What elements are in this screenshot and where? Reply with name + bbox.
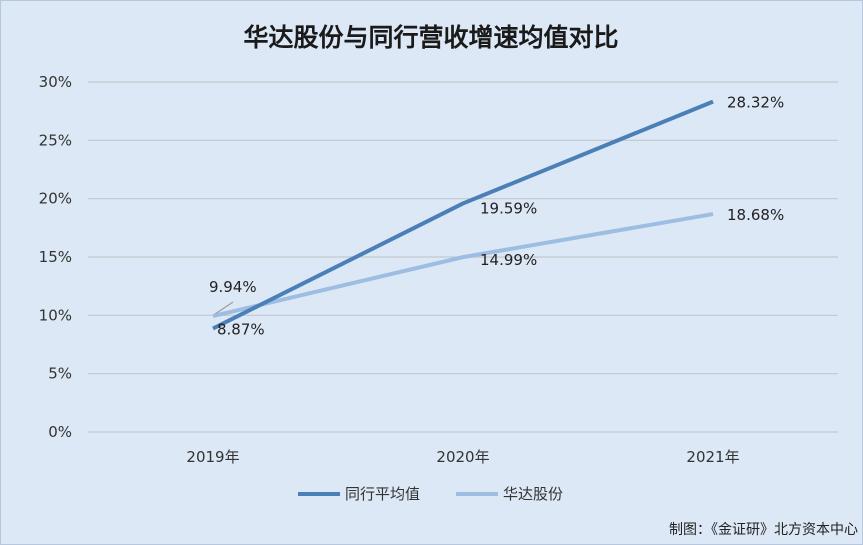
data-labels: 8.87% 19.59% 28.32% 9.94% 14.99% 18.68% [209,94,784,339]
leader-line [214,301,234,315]
x-tick-label: 2019年 [186,448,239,466]
x-tick-label: 2021年 [686,448,739,466]
y-axis-ticks: 0% 5% 10% 15% 20% 25% 30% [39,73,72,441]
x-tick-label: 2020年 [436,448,489,466]
data-label: 14.99% [480,251,537,269]
y-tick-label: 25% [39,131,72,149]
data-label: 8.87% [217,321,265,339]
gridlines [88,81,838,433]
series-lines [212,99,714,331]
data-label: 18.68% [727,206,784,224]
chart-title: 华达股份与同行营收增速均值对比 [243,23,618,52]
data-label: 28.32% [727,94,784,112]
legend-label: 同行平均值 [345,485,420,503]
y-tick-label: 10% [39,306,72,324]
series-line [212,212,714,318]
data-label: 9.94% [209,278,257,296]
data-label: 19.59% [480,199,537,217]
y-tick-label: 15% [39,248,72,266]
source-note: 制图：《金证研》北方资本中心 [669,522,858,538]
legend: 同行平均值 华达股份 [298,485,563,503]
y-tick-label: 20% [39,190,72,208]
y-tick-label: 5% [48,365,72,383]
y-tick-label: 0% [48,423,72,441]
y-tick-label: 30% [39,73,72,91]
x-axis-ticks: 2019年 2020年 2021年 [186,448,739,466]
legend-label: 华达股份 [503,485,563,503]
series-line [212,99,714,331]
